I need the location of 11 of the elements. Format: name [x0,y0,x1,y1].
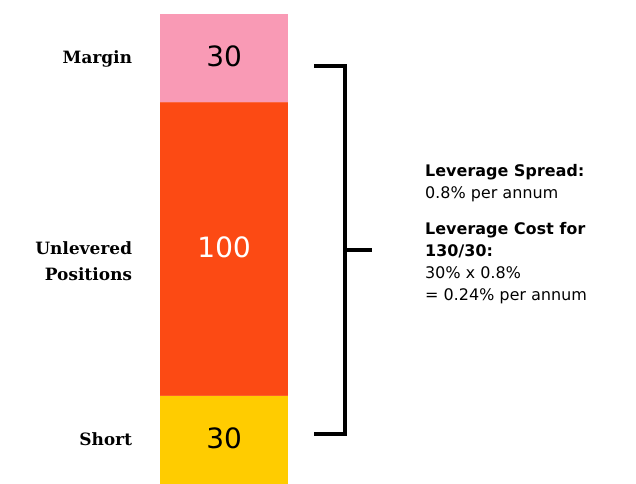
data-label: 30 [206,422,242,455]
text: Leverage Spread: [425,160,586,182]
text: Leverage Cost for 130/30: [425,218,586,262]
text: 30% x 0.8% [425,262,522,284]
series-label: Unlevered Positions [35,239,132,285]
data-label: 30 [206,40,242,74]
text: = 0.24% per annum [425,284,588,306]
data-label: 100 [197,231,251,264]
text: 0.8% per annum [425,182,560,204]
series-label: Short [79,430,132,450]
series-label: Margin [62,48,132,68]
